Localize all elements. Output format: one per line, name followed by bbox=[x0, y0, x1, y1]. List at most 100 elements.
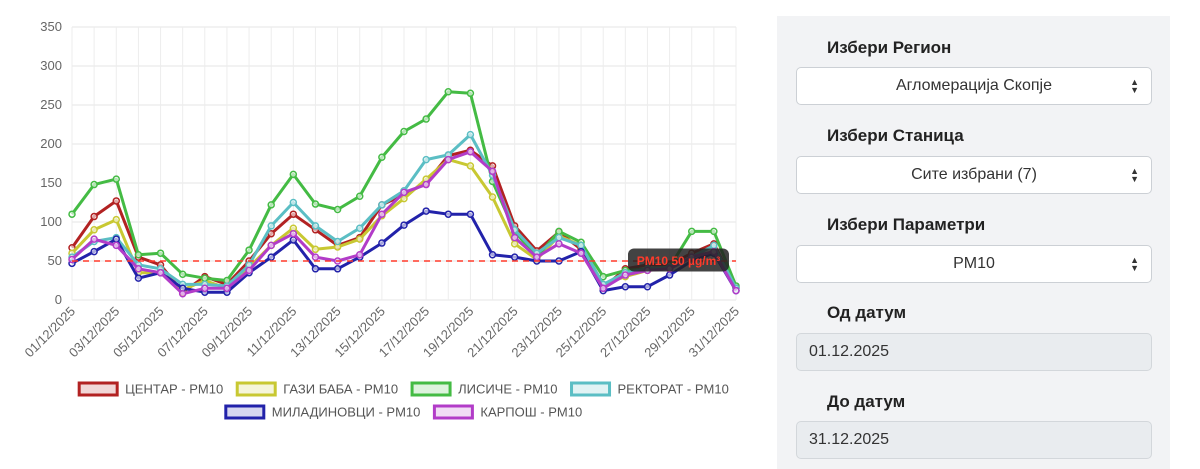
legend-item[interactable]: ЛИСИЧЕ - PM10 bbox=[410, 381, 558, 397]
data-point-3 bbox=[710, 241, 718, 250]
data-point-5 bbox=[577, 249, 585, 257]
data-point-5 bbox=[510, 233, 519, 242]
threshold-label: PM10 50 µg/m³ bbox=[637, 254, 721, 268]
data-point-4 bbox=[267, 253, 275, 261]
data-point-5 bbox=[378, 210, 386, 218]
data-point-2 bbox=[555, 227, 563, 236]
y-tick-label: 300 bbox=[40, 58, 62, 73]
legend-label: КАРПОШ - PM10 bbox=[480, 405, 582, 420]
legend-label: ЦЕНТАР - PM10 bbox=[125, 382, 223, 397]
data-point-4 bbox=[311, 265, 320, 273]
legend-swatch bbox=[235, 381, 277, 397]
data-point-5 bbox=[599, 284, 607, 293]
data-point-2 bbox=[134, 251, 143, 259]
data-point-2 bbox=[267, 201, 275, 209]
data-point-2 bbox=[444, 87, 453, 96]
data-point-3 bbox=[378, 201, 386, 209]
station-select[interactable]: Сите избрани (7) ▲ ▼ bbox=[796, 156, 1152, 194]
y-tick-label: 200 bbox=[40, 136, 62, 151]
data-point-3 bbox=[555, 233, 563, 242]
legend-item[interactable]: МИЛАДИНОВЦИ - PM10 bbox=[224, 404, 421, 420]
legend-swatch bbox=[570, 381, 612, 397]
legend-label: ГАЗИ БАБА - PM10 bbox=[283, 382, 398, 397]
data-point-1 bbox=[112, 215, 121, 224]
legend-swatch bbox=[224, 404, 266, 420]
data-point-3 bbox=[577, 241, 585, 250]
data-point-5 bbox=[245, 266, 253, 275]
filter-panel: Избери Регион Агломерација Скопје ▲ ▼ Изб… bbox=[777, 16, 1170, 469]
data-point-0 bbox=[90, 212, 98, 221]
station-select-value: Сите избрани (7) bbox=[911, 166, 1037, 183]
to-date-label: До датум bbox=[827, 392, 906, 411]
data-point-1 bbox=[510, 240, 519, 248]
y-tick-label: 250 bbox=[40, 97, 62, 112]
legend-item[interactable]: КАРПОШ - PM10 bbox=[432, 404, 582, 420]
data-point-5 bbox=[90, 235, 98, 243]
legend-label: РЕКТОРАТ - PM10 bbox=[618, 382, 729, 397]
select-caret-icon: ▲ ▼ bbox=[1130, 166, 1139, 184]
station-label: Избери Станица bbox=[827, 126, 964, 145]
data-point-5 bbox=[156, 268, 165, 277]
data-point-4 bbox=[422, 207, 430, 215]
data-point-2 bbox=[422, 115, 430, 123]
data-point-4 bbox=[400, 221, 408, 229]
data-point-2 bbox=[68, 210, 76, 218]
select-caret-icon: ▲ ▼ bbox=[1130, 255, 1139, 273]
threshold-label-box bbox=[628, 248, 729, 272]
data-point-0 bbox=[289, 210, 298, 218]
from-date-field[interactable]: 01.12.2025 bbox=[796, 333, 1152, 371]
data-point-5 bbox=[289, 229, 298, 238]
data-point-5 bbox=[488, 167, 497, 176]
region-select[interactable]: Агломерација Скопје ▲ ▼ bbox=[796, 67, 1152, 105]
y-tick-label: 150 bbox=[40, 175, 62, 190]
data-point-1 bbox=[311, 245, 320, 254]
legend-item[interactable]: ГАЗИ БАБА - PM10 bbox=[235, 381, 398, 397]
data-point-4 bbox=[621, 282, 630, 291]
data-point-4 bbox=[112, 235, 121, 243]
data-point-5 bbox=[400, 188, 408, 197]
pm10-line-chart: 0 50 100 150 200 250 300 350 01/12/2025 03/12/202… bbox=[21, 19, 742, 420]
parameter-select[interactable]: PM10 ▲ ▼ bbox=[796, 245, 1152, 283]
data-point-3 bbox=[355, 224, 364, 232]
legend-label: ЛИСИЧЕ - PM10 bbox=[458, 382, 557, 397]
data-point-4 bbox=[510, 253, 519, 261]
data-point-4 bbox=[488, 251, 497, 259]
parameter-select-value: PM10 bbox=[953, 255, 995, 272]
data-point-5 bbox=[201, 284, 209, 293]
data-point-2 bbox=[687, 227, 696, 236]
data-point-5 bbox=[621, 271, 630, 279]
data-point-3 bbox=[422, 155, 430, 164]
from-date-label: Од датум bbox=[827, 303, 907, 322]
data-point-5 bbox=[355, 251, 364, 259]
data-point-5 bbox=[732, 286, 740, 295]
data-point-2 bbox=[112, 175, 121, 183]
data-point-3 bbox=[333, 237, 342, 246]
select-caret-icon: ▲ ▼ bbox=[1130, 77, 1139, 95]
data-point-5 bbox=[311, 253, 320, 261]
data-point-2 bbox=[245, 246, 253, 254]
chart-svg: 05010015020025030035001/12/202503/12/202… bbox=[21, 19, 742, 420]
data-point-3 bbox=[267, 222, 275, 230]
data-point-2 bbox=[90, 180, 98, 189]
data-point-2 bbox=[156, 249, 165, 257]
to-date-field[interactable]: 31.12.2025 bbox=[796, 421, 1152, 459]
data-point-5 bbox=[223, 284, 231, 293]
data-point-2 bbox=[378, 153, 386, 162]
y-tick-label: 0 bbox=[55, 292, 62, 307]
data-point-5 bbox=[178, 290, 187, 298]
data-point-1 bbox=[488, 193, 497, 201]
data-point-4 bbox=[665, 271, 674, 279]
data-point-2 bbox=[333, 205, 342, 214]
data-point-3 bbox=[289, 198, 298, 207]
data-point-5 bbox=[533, 253, 541, 261]
data-point-5 bbox=[422, 180, 430, 189]
legend-item[interactable]: РЕКТОРАТ - PM10 bbox=[570, 381, 729, 397]
data-point-2 bbox=[289, 170, 298, 179]
legend-item[interactable]: ЦЕНТАР - PM10 bbox=[77, 381, 223, 397]
data-point-5 bbox=[112, 241, 121, 250]
legend-swatch bbox=[410, 381, 452, 397]
data-point-4 bbox=[444, 210, 453, 218]
parameter-label: Избери Параметри bbox=[827, 215, 986, 234]
data-point-5 bbox=[134, 265, 143, 273]
data-point-2 bbox=[178, 270, 187, 279]
